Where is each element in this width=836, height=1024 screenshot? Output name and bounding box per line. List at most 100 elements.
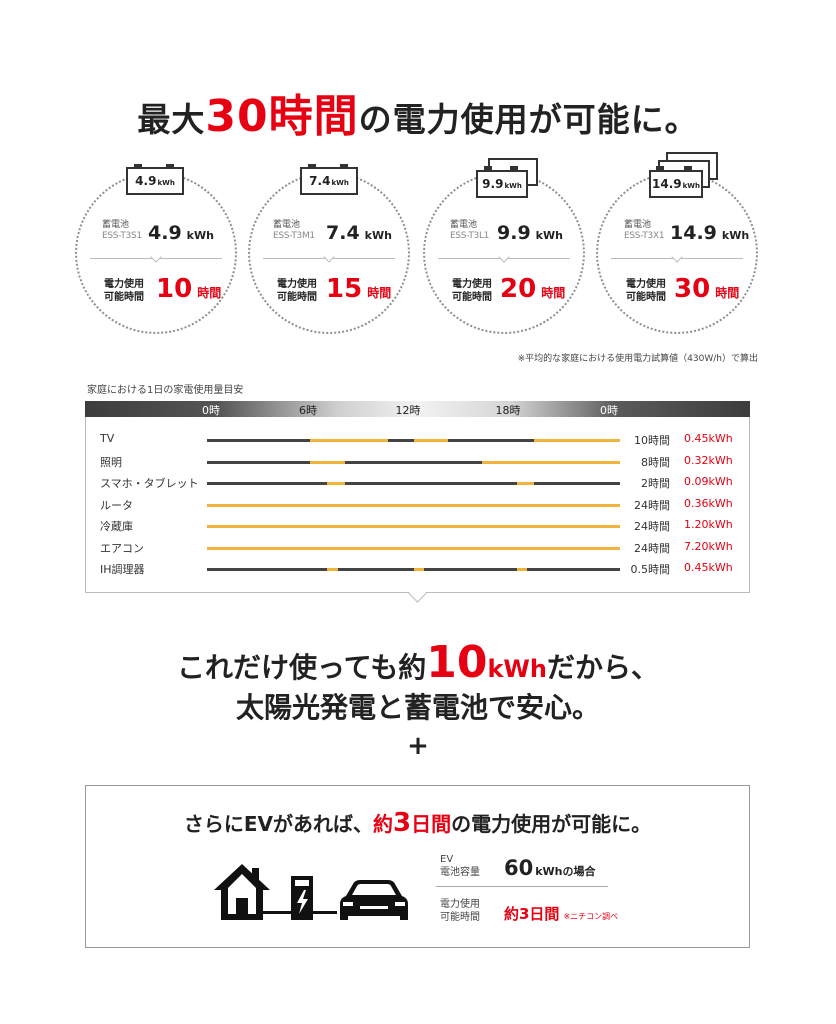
ev-headline-text: さらにEVがあれば、: [183, 812, 374, 836]
battery-type-label: 蓄電池: [624, 220, 652, 230]
usage-timeline: [207, 439, 620, 442]
ev-label-line2: 電池容量: [440, 867, 480, 878]
usage-hours-value: 0.5時間: [630, 563, 671, 576]
headline-accent: 30時間: [205, 91, 359, 142]
ev-cap-suffix: の場合: [562, 865, 596, 878]
hours-unit: 時間: [541, 286, 566, 300]
hours-unit: 時間: [715, 286, 740, 300]
battery-label: 蓄電池 ESS-T3X1: [624, 220, 665, 242]
usage-label-line2: 可能時間: [452, 292, 492, 303]
usage-segment: [516, 482, 534, 485]
plus-sign: +: [407, 731, 429, 761]
battery-badge-value: 4.9: [135, 174, 157, 188]
battery-badge-icon: 9.9 kWh: [476, 170, 528, 198]
usage-hours: 20 時間: [500, 274, 565, 304]
house-icon: [214, 864, 270, 920]
time-tick: 0時: [202, 404, 220, 417]
charger-icon: [291, 876, 313, 920]
battery-type-label: 蓄電池: [273, 220, 301, 230]
usage-segment: [310, 439, 388, 442]
ev-accent-pre: 約: [373, 812, 394, 836]
usage-segment: [207, 546, 620, 550]
battery-type-label: 蓄電池: [450, 220, 478, 230]
battery-capacity: 4.9 kWh: [148, 222, 214, 244]
usage-segment: [413, 439, 448, 442]
capacity-value: 14.9: [670, 222, 717, 244]
battery-badge-unit: kWh: [331, 178, 349, 187]
battery-capacity: 9.9 kWh: [497, 222, 563, 244]
battery-terminal-icon: [134, 164, 142, 168]
usage-hours-value: 24時間: [634, 498, 670, 512]
usage-segment: [533, 439, 620, 442]
hours-value: 10: [156, 274, 193, 304]
battery-badge-value: 9.9: [482, 177, 504, 191]
ev-divider: [436, 886, 608, 887]
usage-label-line1: 電力使用: [277, 279, 317, 290]
summary-text-end: だから、: [546, 651, 659, 684]
ev-capacity-label: EV 電池容量: [440, 853, 480, 879]
usage-label-line2: 可能時間: [104, 292, 144, 303]
battery-badge-unit: kWh: [157, 178, 175, 187]
usage-kwh-value: 0.36kWh: [684, 496, 733, 510]
ev-panel: [85, 785, 750, 948]
ev-accent-post: 日間: [411, 812, 452, 836]
summary-accent: 10kWh: [426, 637, 547, 688]
hours-unit: 時間: [367, 286, 392, 300]
capacity-unit: kWh: [721, 229, 750, 242]
house-charger-car-icon: [214, 864, 408, 920]
time-tick: 6時: [299, 404, 317, 417]
usage-label-line1: 電力使用: [104, 279, 144, 290]
capacity-unit: kWh: [364, 229, 392, 242]
appliance-label: エアコン: [100, 541, 144, 555]
cable-icon: [263, 911, 291, 914]
capacity-unit: kWh: [535, 229, 563, 242]
usage-kwh-value: 0.32kWh: [684, 453, 733, 467]
time-tick: 12時: [395, 404, 421, 417]
battery-label: 蓄電池 ESS-T3S1: [102, 220, 142, 242]
usage-time-label: 電力使用 可能時間: [452, 278, 492, 304]
usage-hours: 10 時間: [156, 274, 221, 304]
ev-usage-value: 約3日間 ※ニチコン調べ: [504, 903, 618, 924]
ev-usage-days: 約3日間: [504, 905, 560, 923]
calculation-footnote: ※平均的な家庭における使用電力試算値（430W/h）で算出: [517, 354, 758, 364]
battery-terminal-icon: [510, 166, 518, 170]
battery-badge-icon: 7.4 kWh: [300, 167, 358, 195]
usage-segment: [310, 460, 345, 464]
usage-hours-value: 24時間: [634, 520, 670, 533]
summary-number: 10: [426, 637, 488, 688]
battery-model: ESS-T3S1: [102, 231, 142, 241]
ev-capacity-value: 60 kWhの場合: [504, 856, 596, 880]
usage-hours: 15 時間: [326, 274, 391, 304]
battery-type-label: 蓄電池: [102, 220, 130, 230]
usage-kwh-value: 7.20kWh: [684, 539, 733, 553]
capacity-value: 7.4: [326, 222, 360, 244]
appliance-label: 照明: [100, 455, 122, 469]
usage-timeline: [207, 460, 620, 464]
battery-capacity: 14.9 kWh: [670, 222, 749, 244]
ev-cap-number: 60: [504, 856, 534, 880]
usage-timeline: [207, 482, 620, 485]
battery-label: 蓄電池 ESS-T3L1: [450, 220, 489, 242]
battery-badge-value: 14.9: [652, 177, 682, 191]
usage-segment: [207, 525, 620, 528]
usage-time-label: 電力使用 可能時間: [626, 278, 666, 304]
usage-timeline: [207, 546, 620, 550]
battery-label: 蓄電池 ESS-T3M1: [273, 220, 315, 242]
usage-time-label: 電力使用 可能時間: [104, 278, 144, 304]
usage-segment: [413, 568, 424, 571]
battery-terminal-icon: [166, 164, 174, 168]
hours-value: 30: [674, 274, 711, 304]
headline-prefix: 最大: [137, 100, 206, 139]
battery-model: ESS-T3X1: [624, 231, 665, 241]
battery-badge-unit: kWh: [682, 181, 700, 190]
usage-kwh-value: 0.45kWh: [684, 432, 733, 445]
usage-hours-value: 10時間: [634, 434, 670, 447]
ev-accent-number: 3: [393, 808, 412, 838]
time-tick: 0時: [600, 404, 618, 417]
page-headline: 最大30時間の電力使用が可能に。: [0, 80, 836, 144]
battery-terminal-icon: [340, 164, 348, 168]
battery-terminal-icon: [656, 166, 664, 170]
summary-line-2: 太陽光発電と蓄電池で安心。: [235, 691, 600, 724]
ev-label-line1: EV: [440, 854, 454, 865]
ev-headline-accent: 約3日間: [373, 808, 452, 838]
